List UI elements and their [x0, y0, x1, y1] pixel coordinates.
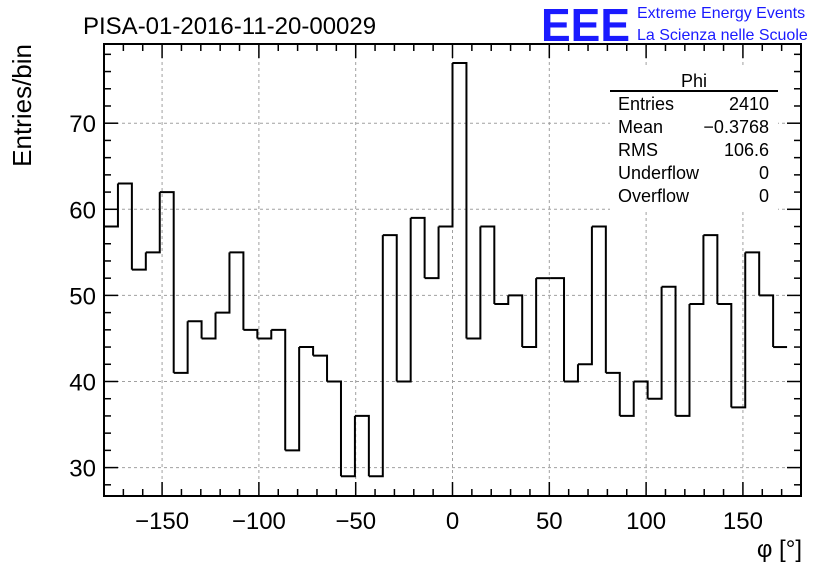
histogram-bin	[661, 285, 677, 416]
x-axis: −150 −100 −50 0 50 100 150	[122, 44, 783, 535]
x-tick-label: −150	[135, 508, 189, 535]
histogram-bin	[243, 328, 259, 339]
histogram-bin	[633, 380, 649, 399]
histogram-bin	[145, 192, 161, 254]
histogram-bin	[131, 252, 147, 271]
y-tick-label: 60	[69, 197, 96, 224]
histogram-bin	[201, 312, 217, 340]
histogram-bin	[689, 235, 705, 306]
histogram-bin	[619, 381, 635, 417]
histogram-bin	[285, 347, 301, 452]
histogram-bin	[299, 346, 315, 356]
histogram-bin	[577, 226, 593, 366]
histogram-bin	[229, 251, 245, 330]
histogram-bin	[550, 277, 566, 382]
x-tick-label: 100	[626, 508, 666, 535]
y-axis-label: Entries/bin	[7, 44, 37, 167]
stats-row-label: Underflow	[618, 163, 700, 183]
histogram-bin	[410, 216, 426, 279]
histogram-bin	[354, 414, 370, 477]
stats-row-value: −0.3768	[703, 117, 769, 137]
histogram-series	[104, 61, 788, 478]
x-tick-label: −50	[335, 508, 376, 535]
brand-line-1: Extreme Energy Events	[637, 5, 805, 22]
histogram-bin	[452, 61, 468, 339]
histogram-bin	[215, 252, 231, 314]
stats-row-value: 0	[759, 186, 769, 206]
histogram-bin	[117, 182, 133, 270]
histogram-bin	[675, 304, 691, 417]
histogram-bin	[745, 251, 761, 296]
histogram-bin	[271, 328, 287, 451]
x-tick-label: 50	[536, 508, 563, 535]
x-axis-label: φ [°]	[757, 536, 802, 563]
stats-row-value: 0	[759, 163, 769, 183]
stats-box: Phi Entries 2410 Mean −0.3768 RMS 106.6 Underf…	[610, 68, 778, 210]
stats-row-label: RMS	[618, 140, 658, 160]
histogram-bin	[327, 380, 342, 477]
histogram-bin	[564, 364, 579, 383]
histogram-bin	[396, 217, 412, 383]
y-tick-label: 30	[69, 456, 96, 483]
stats-row-value: 106.6	[724, 140, 769, 160]
histogram-bin	[480, 225, 496, 305]
histogram-bin	[340, 415, 356, 478]
histogram-bin	[104, 183, 119, 228]
histogram-bin	[508, 294, 524, 348]
histogram-bin	[466, 226, 482, 340]
chart-title: PISA-01-2016-11-20-00029	[83, 13, 376, 40]
x-tick-label: −100	[232, 508, 286, 535]
stats-box-title: Phi	[681, 71, 707, 91]
histogram-bin	[424, 226, 440, 280]
histogram-bin	[731, 252, 747, 409]
y-tick-label: 70	[69, 111, 96, 138]
histogram-bin	[494, 295, 510, 306]
histogram-bin	[313, 354, 329, 382]
histogram-bin	[382, 234, 398, 382]
histogram-bin	[257, 329, 273, 340]
histogram-bin	[173, 321, 189, 374]
eee-logo-text: EEE	[541, 0, 630, 51]
y-tick-label: 50	[69, 283, 96, 310]
histogram-bin	[703, 234, 719, 305]
histogram-bin	[187, 320, 203, 339]
stats-row-label: Overflow	[618, 186, 690, 206]
stats-row-label: Entries	[618, 94, 674, 114]
x-tick-label: 0	[446, 508, 459, 535]
histogram-bin	[759, 294, 775, 348]
stats-row-label: Mean	[618, 117, 663, 137]
histogram-bin	[591, 225, 607, 373]
histogram-bin	[605, 371, 621, 416]
brand-line-2: La Scienza nelle Scuole	[637, 27, 808, 44]
histogram-bin	[368, 235, 384, 478]
stats-row-value: 2410	[729, 94, 769, 114]
eee-logo: EEE Extreme Energy Events La Scienza nel…	[541, 0, 808, 51]
y-tick-label: 40	[69, 369, 96, 396]
x-tick-label: 150	[723, 508, 763, 535]
histogram-bin	[159, 191, 175, 373]
histogram-bin	[717, 303, 733, 408]
histogram-bin	[438, 62, 454, 228]
histogram-bin	[522, 278, 538, 349]
y-axis: 30 40 50 60 70	[69, 53, 801, 486]
histogram-bin	[647, 286, 663, 400]
